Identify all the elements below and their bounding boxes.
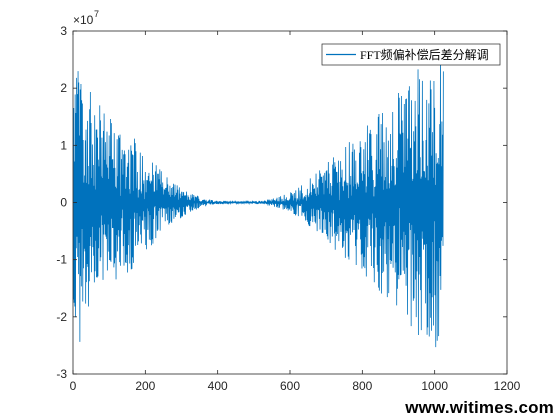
axes: 0 200 400 600 800 1000 1200 -3 -2 -1 0 1 2 3 — [56, 24, 520, 393]
legend: FFT频偏补偿后差分解调 — [321, 43, 501, 66]
x-tick-label: 800 — [352, 379, 372, 393]
x-tick-label: 200 — [135, 379, 155, 393]
y-tick-label: 2 — [60, 81, 67, 95]
x-tick-label: 600 — [280, 379, 300, 393]
x-tick-label: 0 — [70, 379, 77, 393]
y-tick-label: -3 — [56, 367, 67, 381]
y-tick-label: 0 — [60, 196, 67, 210]
y-scale-base: ×10 — [73, 13, 94, 27]
y-tick-label: -2 — [56, 310, 67, 324]
series-layer — [72, 46, 444, 348]
series-line — [72, 46, 444, 348]
y-tick-label: -1 — [56, 253, 67, 267]
x-tick-label: 1000 — [421, 379, 448, 393]
legend-box — [321, 43, 501, 66]
y-tick-label: 1 — [60, 138, 67, 152]
y-tick-label: 3 — [60, 24, 67, 38]
watermark: www.witimes.com — [405, 398, 554, 417]
x-tick-label: 1200 — [494, 379, 521, 393]
x-tick-label: 400 — [208, 379, 228, 393]
y-scale-exponent: 7 — [94, 9, 99, 19]
legend-label: FFT频偏补偿后差分解调 — [360, 47, 489, 62]
